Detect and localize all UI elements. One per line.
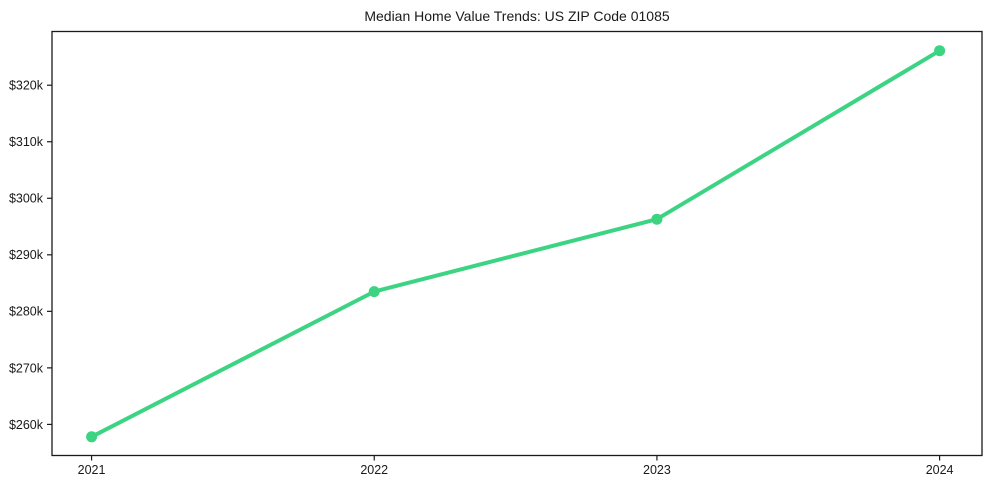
y-tick-label: $260k — [9, 418, 44, 432]
data-point-marker — [934, 45, 946, 57]
data-point-marker — [368, 286, 380, 298]
plot-border — [51, 30, 983, 457]
chart-title: Median Home Value Trends: US ZIP Code 01… — [364, 8, 670, 24]
y-tick-label: $300k — [9, 192, 44, 206]
y-tick-label: $310k — [9, 135, 44, 149]
y-tick-label: $280k — [9, 305, 44, 319]
data-line — [89, 48, 942, 439]
data-point-marker — [651, 213, 663, 225]
x-tick-label: 2023 — [643, 463, 671, 477]
plot-area: $260k $270k $280k $290k $300k $310k $320k 2021 2… — [9, 30, 983, 477]
y-tick-label: $270k — [9, 361, 44, 375]
data-point-marker — [86, 431, 98, 443]
x-tick-label: 2024 — [926, 463, 954, 477]
y-tick-label: $290k — [9, 248, 44, 262]
y-tick-label: $320k — [9, 79, 44, 93]
x-tick-label: 2022 — [360, 463, 388, 477]
x-tick-label: 2021 — [78, 463, 106, 477]
